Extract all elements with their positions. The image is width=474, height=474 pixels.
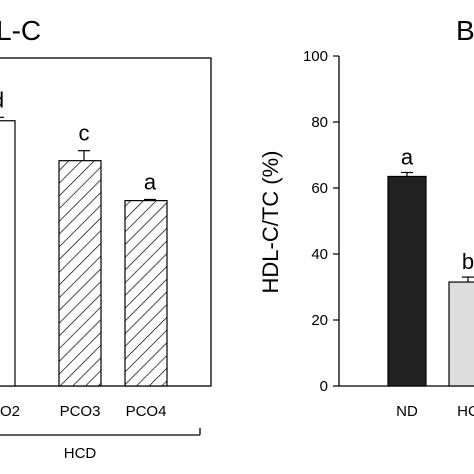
group-label-hcd: HCD	[64, 445, 97, 462]
left-bar-1	[0, 120, 16, 387]
right-panel-title: B	[456, 15, 474, 46]
left-sig-label-3: a	[144, 169, 157, 194]
left-panel-title: L-C	[0, 15, 41, 46]
right-sig-label-2: b	[462, 249, 474, 274]
left-category-label-3: PCO4	[126, 403, 167, 420]
left-bar-3	[124, 200, 168, 387]
right-category-label-2: HC	[457, 403, 474, 420]
right-sig-label-1: a	[401, 144, 414, 169]
right-bar-1	[387, 175, 427, 387]
right-y-tick-label-0: 0	[320, 378, 328, 395]
left-category-label-2: PCO3	[60, 403, 101, 420]
right-y-tick-label-2: 40	[311, 246, 328, 263]
right-y-tick-label-1: 20	[311, 312, 328, 329]
right-category-label-1: ND	[396, 403, 418, 420]
right-bar-2	[448, 281, 474, 387]
right-category-labels: ND HC	[396, 403, 474, 420]
left-panel-frame	[0, 57, 212, 387]
right-y-tick-label-3: 60	[311, 180, 328, 197]
right-bars: ab	[387, 144, 474, 387]
right-y-tick-label-4: 80	[311, 114, 328, 131]
right-y-tick-label-5: 100	[303, 48, 328, 65]
left-category-label-1: CO2	[0, 403, 20, 420]
left-bar-2	[58, 160, 102, 387]
right-y-axis-title: HDL-C/TC (%)	[258, 151, 283, 294]
left-panel: L-C d c a CO2 PCO3 PCO4 HCD	[0, 15, 212, 462]
left-sig-label-1: d	[0, 87, 4, 112]
left-bars: d c a	[0, 87, 168, 387]
left-sig-label-2: c	[79, 121, 90, 146]
left-category-labels: CO2 PCO3 PCO4	[0, 403, 166, 420]
right-y-ticks: 0 20 40 60 80 100	[303, 48, 339, 395]
